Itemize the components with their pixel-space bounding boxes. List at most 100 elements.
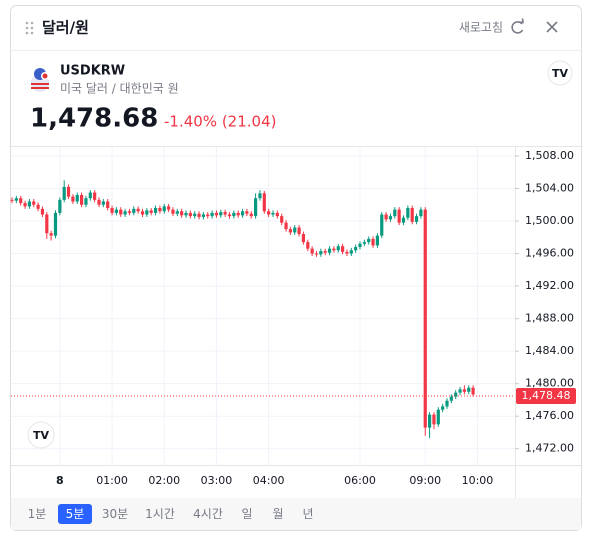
candle-body: [188, 212, 192, 217]
candle-body: [288, 229, 292, 233]
candle-body: [384, 214, 388, 220]
close-icon[interactable]: [546, 21, 558, 33]
candle-body: [388, 216, 393, 220]
candle-body: [297, 227, 301, 235]
candle-body: [380, 214, 384, 236]
candle-body: [184, 212, 188, 216]
svg-text:TV: TV: [552, 67, 569, 80]
candle-body: [449, 396, 453, 401]
last-price-badge: [516, 388, 576, 405]
candle-body: [249, 213, 253, 217]
candle-body: [254, 198, 258, 217]
candle-body: [419, 209, 423, 217]
candle-body: [371, 238, 375, 246]
candle-body: [314, 253, 319, 255]
description: 미국 달러 / 대한민국 원: [60, 82, 179, 96]
candle-body: [106, 201, 110, 208]
candle-body: [223, 212, 227, 215]
y-tick-label: 1,504.00: [525, 181, 574, 194]
tab[interactable]: 4시간: [193, 507, 223, 521]
candle-body: [423, 209, 427, 428]
candle-body: [180, 211, 184, 216]
candle-body: [40, 208, 45, 215]
tab-bar: [11, 498, 581, 530]
candle-body: [436, 409, 440, 425]
candle-body: [240, 211, 245, 216]
tab[interactable]: 1시간: [145, 507, 175, 521]
candle-body: [84, 198, 88, 205]
candle-body: [332, 248, 336, 251]
candle-body: [441, 406, 445, 410]
candle-body: [32, 201, 36, 205]
candle-body: [280, 216, 284, 223]
candle-body: [410, 207, 414, 222]
candle-body: [119, 209, 123, 215]
candle-body: [458, 389, 462, 393]
candle-body: [49, 233, 53, 236]
widget-title: 달러/원: [42, 19, 89, 37]
candle-body: [271, 212, 275, 215]
y-tick-label: 1,488.00: [525, 312, 574, 325]
candle-body: [267, 211, 271, 215]
y-tick-label: 1,496.00: [525, 247, 574, 260]
candle-body: [93, 192, 97, 200]
candle-body: [101, 201, 105, 205]
x-tick-label: 01:00: [96, 474, 128, 487]
tab[interactable]: 30분: [102, 507, 128, 521]
svg-text:TV: TV: [33, 429, 50, 442]
candle-body: [201, 214, 205, 217]
candle-body: [428, 414, 432, 428]
candle-body: [206, 214, 210, 217]
candle-body: [153, 207, 158, 213]
candle-body: [367, 238, 371, 243]
candle-body: [301, 234, 306, 243]
candle-body: [27, 201, 31, 207]
x-tick-label: 06:00: [344, 474, 376, 487]
candle-body: [406, 207, 410, 218]
tab[interactable]: 1분: [28, 507, 47, 521]
refresh-icon[interactable]: [511, 18, 524, 34]
candle-body: [445, 400, 449, 407]
price: 1,478.68: [30, 104, 158, 134]
last-price-label: 1,478.48: [522, 389, 571, 402]
tab[interactable]: 5분: [66, 507, 85, 521]
candle-body: [362, 242, 366, 244]
y-tick-label: 1,500.00: [525, 214, 574, 227]
candle-body: [127, 211, 132, 213]
refresh-label[interactable]: 새로고침: [459, 21, 503, 35]
candle-body: [284, 222, 288, 230]
candle-body: [88, 192, 92, 199]
candle-body: [214, 212, 219, 216]
candle-body: [310, 248, 314, 254]
candle-body: [232, 212, 236, 217]
candle-body: [414, 216, 419, 222]
candle-body: [123, 211, 127, 215]
candle-body: [401, 217, 406, 223]
candle-body: [454, 392, 458, 397]
candle-body: [132, 208, 136, 213]
tab[interactable]: 년: [302, 507, 313, 521]
tab[interactable]: 일: [241, 507, 252, 521]
candle-body: [175, 211, 179, 214]
candle-body: [136, 208, 140, 212]
x-tick-label: 03:00: [201, 474, 233, 487]
candle-body: [341, 246, 345, 252]
tv-logo[interactable]: TV: [547, 60, 573, 86]
tab[interactable]: 월: [272, 507, 283, 521]
candle-body: [140, 211, 145, 215]
candle-body: [375, 235, 379, 246]
card: [10, 5, 582, 531]
candle-body: [97, 199, 101, 205]
x-tick-label: 10:00: [462, 474, 494, 487]
drag-handle[interactable]: [25, 21, 34, 35]
candle-body: [354, 247, 358, 251]
y-tick-label: 1,472.00: [525, 442, 574, 455]
candle-body: [327, 248, 332, 253]
candle-body: [71, 196, 75, 202]
candle-body: [197, 213, 201, 217]
candle-body: [66, 186, 71, 197]
candle-body: [227, 214, 232, 217]
tv-watermark: TV: [27, 421, 55, 449]
candle-body: [114, 209, 118, 213]
